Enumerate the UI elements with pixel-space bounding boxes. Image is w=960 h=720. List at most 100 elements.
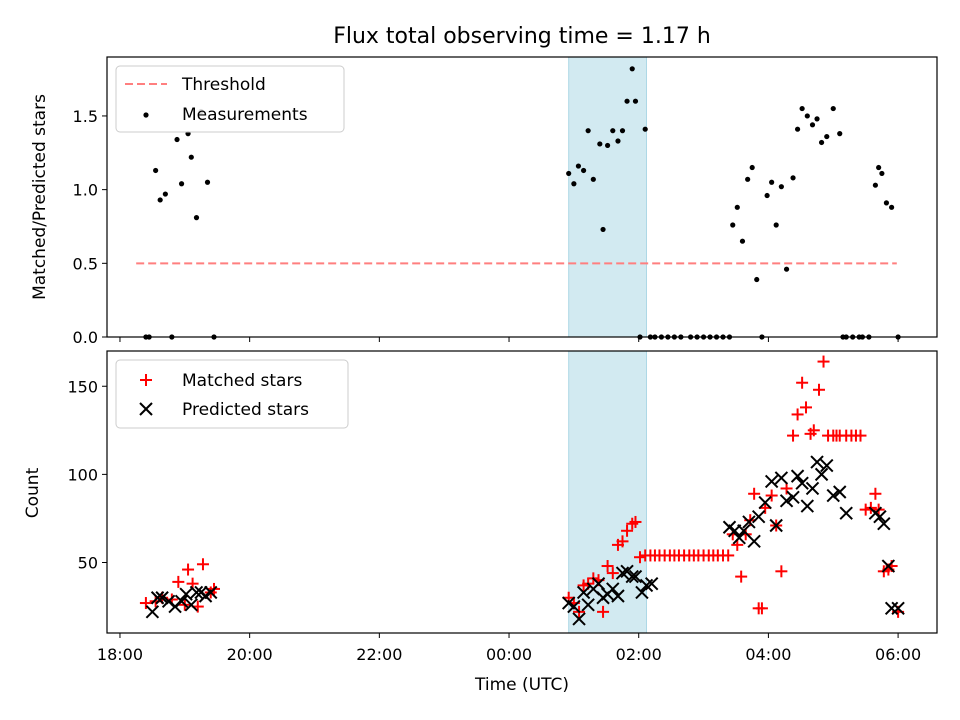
count-marks <box>139 355 905 626</box>
measurement-point <box>799 105 805 112</box>
matched-star-point <box>800 401 813 414</box>
bottom-legend: Matched stars Predicted stars <box>115 359 349 429</box>
bottom-y-tick-label: 50 <box>78 554 98 573</box>
measurement-point <box>790 175 796 181</box>
predicted-x-b <box>625 569 639 584</box>
predicted-x-b <box>737 524 751 538</box>
predicted-star-point <box>615 566 630 580</box>
matched-star-point <box>601 560 614 573</box>
matched-star-point <box>854 429 867 442</box>
matched-star-point <box>869 487 882 500</box>
predicted-x-b <box>576 585 591 600</box>
measurement-point <box>629 66 635 72</box>
measurement-point <box>754 276 760 283</box>
measurement-point <box>615 138 621 144</box>
predicted-x-b <box>758 495 772 510</box>
predicted-x-b <box>751 509 766 524</box>
x-tick-label: 00:00 <box>486 645 532 664</box>
matched-star-point <box>606 567 619 580</box>
predicted-x-b <box>742 515 756 529</box>
predicted-x-b <box>884 601 899 616</box>
predicted-x-b <box>800 499 815 513</box>
measurement-point <box>830 105 836 112</box>
x-tick-label: 18:00 <box>97 645 143 664</box>
measurement-point <box>739 238 746 244</box>
matched-star-point <box>735 570 748 583</box>
top-y-tick-label: 1.0 <box>73 181 98 200</box>
measurement-point <box>590 176 596 182</box>
predicted-x-b <box>184 598 199 612</box>
predicted-star-point <box>742 515 756 529</box>
predicted-x-b <box>145 605 160 619</box>
measurement-point <box>872 182 878 188</box>
measurement-point <box>749 164 755 171</box>
predicted-star-point <box>769 518 783 533</box>
bottom-y-axis-label: Count <box>23 467 43 518</box>
top-y-tick-label: 0.5 <box>73 254 98 273</box>
top-y-axis-label: Matched/Predicted stars <box>30 94 50 300</box>
measurement-point <box>804 113 810 119</box>
predicted-star-point <box>179 587 193 601</box>
ratio-panel: 0.0 0.5 1.0 1.5 Matched/Predicted stars Thr… <box>30 56 938 347</box>
predicted-star-point <box>189 585 204 600</box>
predicted-x-b <box>891 601 905 616</box>
predicted-star-point <box>576 585 591 600</box>
predicted-x-b <box>615 566 630 580</box>
measurement-point <box>575 163 582 169</box>
measurement-point <box>769 179 775 185</box>
measurement-point <box>814 116 820 122</box>
matched-legend-label: Matched stars <box>182 371 302 391</box>
predicted-x-b <box>150 591 165 605</box>
predicted-x-b <box>722 520 737 534</box>
matched-star-point <box>807 424 820 437</box>
predicted-x-b <box>795 476 809 490</box>
matched-star-point <box>196 558 209 571</box>
measurement-point <box>624 98 630 104</box>
bottom-plot-frame <box>106 350 938 634</box>
measurement-point <box>174 136 180 143</box>
predicted-x-b <box>591 576 606 591</box>
predicted-star-point <box>204 585 218 600</box>
predicted-x-b <box>839 506 853 520</box>
measurement-point <box>794 126 801 132</box>
predicted-star-point <box>581 598 595 612</box>
predicted-star-point <box>644 576 659 591</box>
predicted-star-point <box>814 467 829 482</box>
predicted-legend-label: Predicted stars <box>182 400 309 420</box>
measurement-point <box>157 197 163 203</box>
measurement-point <box>889 204 895 210</box>
measurement-point <box>178 181 185 187</box>
top-y-tick-label: 0.0 <box>73 328 98 347</box>
measurement-point <box>778 184 784 190</box>
measurement-point <box>204 179 211 185</box>
predicted-x-b <box>572 612 586 626</box>
measurement-point <box>585 128 591 134</box>
predicted-star-point <box>737 524 751 538</box>
matched-star-point <box>634 551 647 564</box>
top-y-tick-label: 1.5 <box>73 107 98 126</box>
predicted-star-point <box>881 559 896 573</box>
bottom-x-axis-ticks: 18:00 20:00 22:00 00:00 02:00 04:00 06:00 <box>97 633 921 664</box>
matched-legend-swatch <box>140 374 152 386</box>
top-legend-box <box>115 65 345 133</box>
predicted-x-b <box>881 559 896 573</box>
x-axis-label: Time (UTC) <box>474 675 569 695</box>
measurement-point <box>581 167 587 174</box>
predicted-x-b <box>204 585 218 600</box>
predicted-x-b <box>747 534 761 549</box>
bottom-shaded-interval <box>568 350 647 634</box>
predicted-x-b <box>774 471 789 485</box>
predicted-star-point <box>826 488 840 503</box>
predicted-x-b <box>561 596 576 610</box>
predicted-x-b <box>873 509 887 524</box>
measurements-legend-swatch <box>143 112 149 118</box>
predicted-x-b <box>155 591 169 605</box>
top-shaded-interval <box>568 56 647 338</box>
measurement-point <box>879 170 885 177</box>
matched-star-point <box>796 376 809 389</box>
measurement-point <box>837 131 843 137</box>
chart-title: Flux total observing time = 1.17 h <box>333 24 711 49</box>
bottom-y-tick-label: 150 <box>67 377 98 396</box>
predicted-x-b <box>805 481 820 496</box>
